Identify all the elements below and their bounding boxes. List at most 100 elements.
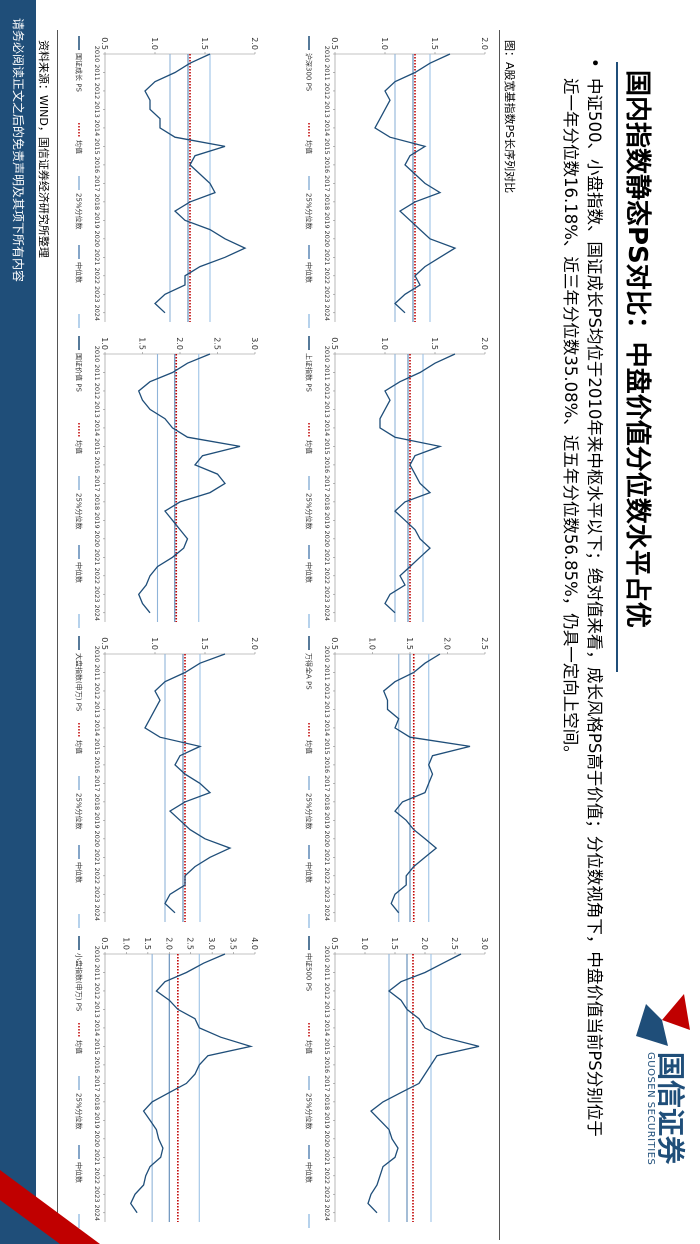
legend-label: 沪深300 PS	[305, 53, 314, 92]
legend-label: 均值	[305, 740, 314, 754]
x-tick-label: 2016	[93, 757, 101, 774]
y-tick-label: 3.5	[229, 937, 238, 950]
x-tick-label: 2024	[93, 604, 101, 621]
x-tick-label: 2017	[93, 775, 101, 792]
x-tick-label: 2011	[93, 964, 101, 981]
y-tick-label: 1.5	[143, 937, 152, 950]
y-tick-label: 2.0	[175, 337, 184, 350]
x-tick-label: 2024	[93, 1204, 101, 1221]
legend-label: 25%分位数	[75, 193, 84, 230]
series-line	[367, 953, 480, 1214]
logo-text: 国信证券	[654, 1052, 687, 1165]
y-tick-label: 4.0	[250, 937, 259, 950]
x-tick-label: 2011	[323, 64, 331, 81]
x-tick-label: 2010	[93, 346, 101, 363]
x-tick-label: 2013	[323, 701, 331, 718]
x-tick-label: 2013	[323, 1001, 331, 1018]
y-tick-label: 1.0	[368, 637, 377, 650]
x-tick-label: 2013	[93, 701, 101, 718]
x-tick-label: 2013	[93, 1001, 101, 1018]
x-tick-label: 2022	[323, 1168, 331, 1185]
x-tick-label: 2022	[323, 868, 331, 885]
x-tick-label: 2018	[323, 194, 331, 211]
y-tick-label: 0.5	[330, 637, 339, 650]
x-tick-label: 2014	[323, 720, 331, 737]
title-rule	[616, 62, 618, 672]
x-tick-label: 2024	[323, 304, 331, 321]
y-tick-label: 3.0	[250, 337, 259, 350]
y-tick-label: 0.5	[100, 937, 109, 950]
x-tick-label: 2019	[93, 212, 101, 229]
x-tick-label: 2017	[93, 475, 101, 492]
x-tick-label: 2011	[93, 364, 101, 381]
legend-label: 中位数	[305, 262, 314, 283]
y-tick-label: 1.0	[100, 337, 109, 350]
x-tick-label: 2013	[93, 101, 101, 118]
y-tick-label: 2.0	[250, 37, 259, 50]
y-tick-label: 0.5	[330, 937, 339, 950]
x-tick-label: 2015	[93, 438, 101, 455]
legend-label: 均值	[75, 140, 84, 154]
x-tick-label: 2012	[93, 683, 101, 700]
legend-label: 25%分位数	[75, 793, 84, 830]
x-tick-label: 2024	[323, 1204, 331, 1221]
x-tick-label: 2022	[323, 268, 331, 285]
corner-decoration	[0, 1170, 100, 1244]
y-tick-label: 2.0	[443, 637, 452, 650]
x-tick-label: 2015	[323, 738, 331, 755]
legend-label: 中位数	[305, 1162, 314, 1183]
x-tick-label: 2016	[323, 757, 331, 774]
y-tick-label: 1.5	[430, 337, 439, 350]
x-tick-label: 2023	[93, 586, 101, 603]
legend-label: 万得全A PS	[305, 653, 314, 690]
x-tick-label: 2012	[323, 383, 331, 400]
legend-label: 中位数	[305, 562, 314, 583]
y-tick-label: 1.0	[150, 37, 159, 50]
x-tick-label: 2012	[93, 383, 101, 400]
x-tick-label: 2024	[93, 904, 101, 921]
legend-label: 25%分位数	[75, 1093, 84, 1130]
y-tick-label: 0.5	[330, 337, 339, 350]
legend-label: 上证指数 PS	[305, 353, 314, 392]
x-tick-label: 2023	[93, 1186, 101, 1203]
x-tick-label: 2021	[93, 549, 101, 566]
x-tick-label: 2018	[93, 494, 101, 511]
x-tick-label: 2013	[93, 401, 101, 418]
x-tick-label: 2021	[93, 249, 101, 266]
footer-text: 请务必阅读正文之后的免责声明及其项下所有内容	[11, 18, 25, 283]
y-tick-label: 0.5	[330, 37, 339, 50]
y-tick-label: 1.5	[430, 37, 439, 50]
x-tick-label: 2020	[93, 231, 101, 248]
chart: 0.5 1.0 1.5 2.0 2.5 3.02010201120122013201420…	[305, 936, 489, 1228]
legend-label: 中位数	[75, 1162, 84, 1183]
x-tick-label: 2014	[323, 1020, 331, 1037]
x-tick-label: 2010	[323, 46, 331, 63]
x-tick-label: 2013	[323, 101, 331, 118]
series-line	[144, 53, 247, 314]
x-tick-label: 2022	[323, 568, 331, 585]
x-tick-label: 2024	[93, 304, 101, 321]
x-tick-label: 2019	[323, 512, 331, 529]
x-tick-label: 2023	[323, 586, 331, 603]
x-tick-label: 2020	[323, 531, 331, 548]
series-line	[137, 353, 241, 614]
y-tick-label: 2.0	[164, 937, 173, 950]
x-tick-label: 2011	[323, 364, 331, 381]
x-tick-label: 2012	[323, 83, 331, 100]
x-tick-label: 2021	[323, 249, 331, 266]
legend-label: 中位数	[75, 562, 84, 583]
legend-label: 均值	[305, 440, 314, 454]
legend-label: 中证500 PS	[305, 953, 314, 992]
x-tick-label: 2012	[323, 683, 331, 700]
x-tick-label: 2015	[323, 1038, 331, 1055]
x-tick-label: 2020	[323, 231, 331, 248]
x-tick-label: 2018	[323, 794, 331, 811]
logo-mark	[636, 994, 690, 1046]
bullet-text: 中证500、小盘指数、国证成长PS均位于2010年来中枢水平以下；绝对值来看，成…	[561, 78, 604, 1137]
x-tick-label: 2022	[93, 868, 101, 885]
legend-label: 均值	[75, 1040, 84, 1054]
